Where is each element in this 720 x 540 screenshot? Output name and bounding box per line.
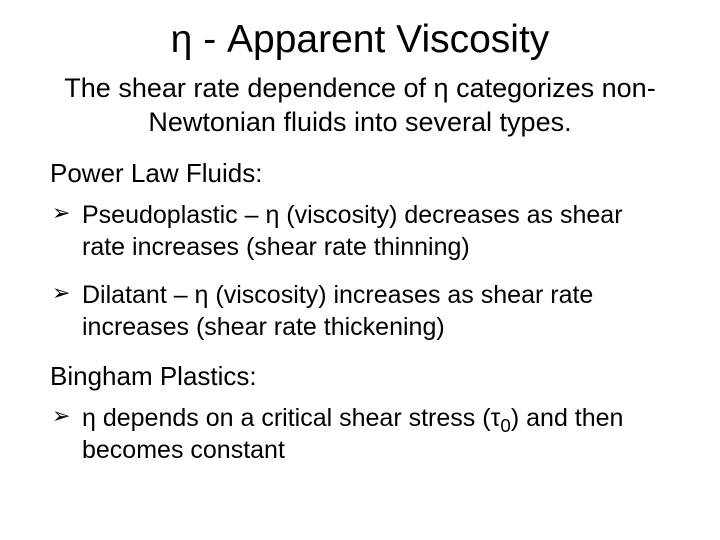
slide: η - Apparent Viscosity The shear rate de… [0, 0, 720, 540]
bullet-list-bingham: η depends on a critical shear stress (τ0… [50, 402, 670, 466]
section-heading-bingham: Bingham Plastics: [50, 361, 670, 392]
bullet-item: Dilatant – η (viscosity) increases as sh… [52, 279, 670, 343]
bullet-list-power-law: Pseudoplastic – η (viscosity) decreases … [50, 199, 670, 343]
bullet-item: η depends on a critical shear stress (τ0… [52, 402, 670, 466]
slide-title: η - Apparent Viscosity [50, 18, 670, 62]
slide-subtitle: The shear rate dependence of η categoriz… [50, 72, 670, 140]
section-heading-power-law: Power Law Fluids: [50, 158, 670, 189]
bullet-item: Pseudoplastic – η (viscosity) decreases … [52, 199, 670, 263]
